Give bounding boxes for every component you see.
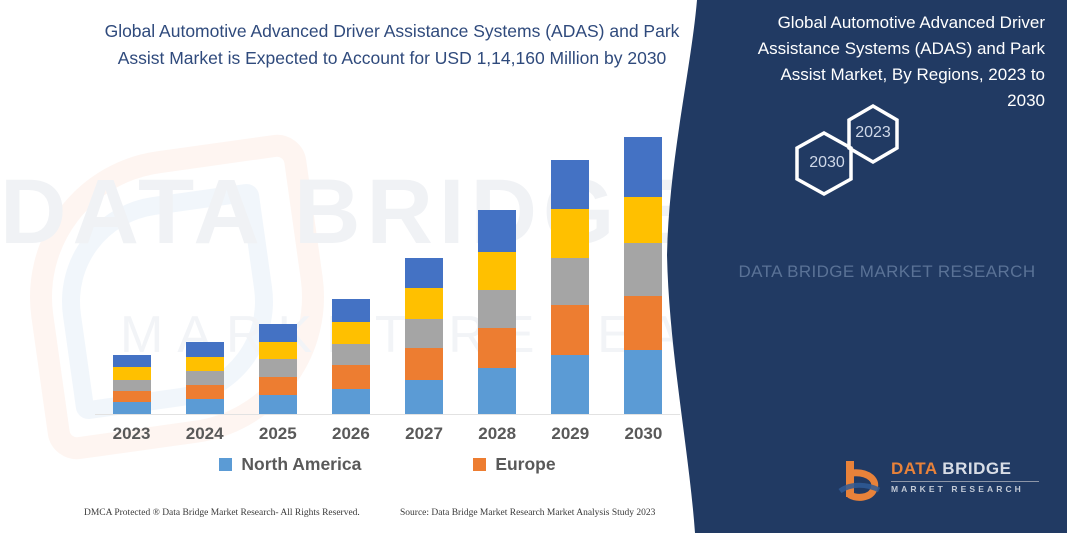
x-axis-labels: 2023 2024 2025 2026 2027 2028 2029 2030 <box>95 424 680 444</box>
bar-segment[interactable] <box>478 368 517 414</box>
bar-segment[interactable] <box>478 327 517 369</box>
bar-segment[interactable] <box>185 398 224 414</box>
chart-plot-area <box>95 120 680 415</box>
legend-item[interactable]: Europe <box>473 454 556 475</box>
legend-swatch <box>219 458 233 471</box>
logo-tagline: MARKET RESEARCH <box>891 484 1024 494</box>
bar-segment[interactable] <box>405 379 444 414</box>
bar-segment[interactable] <box>478 290 517 328</box>
stacked-bar[interactable] <box>185 342 224 414</box>
bar-slot <box>461 120 534 414</box>
bar-segment[interactable] <box>185 357 224 372</box>
hexagon-2030-shape <box>795 130 853 197</box>
stacked-bar[interactable] <box>478 210 517 414</box>
side-panel-title: Global Automotive Advanced Driver Assist… <box>757 13 1045 110</box>
bar-segment[interactable] <box>185 384 224 399</box>
bar-segment[interactable] <box>624 242 663 297</box>
logo-word-data: DATA <box>891 459 938 478</box>
logo-wordmark: DATA BRIDGE MARKET RESEARCH <box>891 459 1039 494</box>
bar-segment[interactable] <box>258 394 297 414</box>
bar-slot <box>607 120 680 414</box>
bar-segment[interactable] <box>258 342 297 360</box>
bar-slot <box>168 120 241 414</box>
bar-segment[interactable] <box>331 299 370 322</box>
bar-segment[interactable] <box>405 257 444 289</box>
brand-watermark-text: DATA BRIDGE MARKET RESEARCH <box>738 262 1036 281</box>
side-panel: Global Automotive Advanced Driver Assist… <box>667 0 1067 533</box>
x-axis-label: 2025 <box>258 424 297 443</box>
bar-segment[interactable] <box>551 355 590 414</box>
x-axis-line <box>95 414 680 415</box>
logo-word-bridge: BRIDGE <box>942 459 1012 478</box>
footer-copyright: DMCA Protected ® Data Bridge Market Rese… <box>84 508 360 518</box>
bar-slot <box>241 120 314 414</box>
chart-title: Global Automotive Advanced Driver Assist… <box>104 21 680 68</box>
legend-swatch <box>473 458 487 471</box>
bar-slot <box>388 120 461 414</box>
bar-segment[interactable] <box>551 159 590 210</box>
stacked-bar[interactable] <box>624 137 663 414</box>
hexagon-label-2023: 2023 <box>855 124 891 141</box>
side-panel-shape <box>667 0 1067 533</box>
hexagon-label-2030: 2030 <box>809 154 845 171</box>
bar-segment[interactable] <box>551 257 590 305</box>
x-axis-label: 2030 <box>624 424 663 443</box>
footer-source: Source: Data Bridge Market Research Mark… <box>400 508 656 518</box>
bar-segment[interactable] <box>112 355 151 368</box>
stacked-bar[interactable] <box>258 323 297 414</box>
x-axis-label: 2024 <box>185 424 224 443</box>
bar-segment[interactable] <box>185 342 224 358</box>
bar-segment[interactable] <box>112 390 151 402</box>
bar-segment[interactable] <box>478 251 517 291</box>
company-logo: DATA BRIDGE MARKET RESEARCH <box>837 455 1067 507</box>
x-axis-label: 2029 <box>551 424 590 443</box>
bar-segment[interactable] <box>405 318 444 349</box>
bar-segment[interactable] <box>624 296 663 351</box>
hexagon-svg <box>795 103 899 197</box>
bar-segment[interactable] <box>258 323 297 343</box>
bar-segment[interactable] <box>331 344 370 366</box>
bar-segment[interactable] <box>185 371 224 385</box>
bar-segment[interactable] <box>258 359 297 377</box>
x-axis-label: 2027 <box>405 424 443 443</box>
logo-mark-icon <box>838 461 881 501</box>
bar-slot <box>95 120 168 414</box>
bar-segment[interactable] <box>112 379 151 391</box>
bar-segment[interactable] <box>624 137 663 198</box>
legend-item[interactable]: North America <box>219 454 361 475</box>
stacked-bar[interactable] <box>112 355 151 414</box>
stacked-bar[interactable] <box>551 159 590 414</box>
x-axis-label: 2028 <box>478 424 517 443</box>
legend-label: North America <box>241 454 362 474</box>
legend-label: Europe <box>495 454 556 474</box>
bar-segment[interactable] <box>331 321 370 345</box>
bar-segment[interactable] <box>112 401 151 414</box>
chart-pane: DATA BRIDGE MARKET RESEARCH Global Autom… <box>0 21 720 518</box>
stacked-bar[interactable] <box>331 299 370 414</box>
chart-legend: North America Europe <box>95 454 680 475</box>
bar-slot <box>314 120 387 414</box>
bar-segment[interactable] <box>551 304 590 356</box>
stacked-bar[interactable] <box>405 257 444 414</box>
hexagon-graphic: 2030 2023 <box>667 100 1067 220</box>
bar-slot <box>534 120 607 414</box>
hexagon-2023-shape <box>847 103 899 165</box>
bar-segment[interactable] <box>405 288 444 319</box>
bar-segment[interactable] <box>478 210 517 252</box>
bar-segment[interactable] <box>405 348 444 380</box>
bar-segment[interactable] <box>331 388 370 414</box>
bar-segment[interactable] <box>331 365 370 389</box>
bar-segment[interactable] <box>624 350 663 414</box>
bar-segment[interactable] <box>551 209 590 258</box>
x-axis-label: 2026 <box>332 424 370 443</box>
bar-segment[interactable] <box>258 376 297 395</box>
bar-group <box>95 120 680 414</box>
bar-segment[interactable] <box>112 367 151 380</box>
bar-segment[interactable] <box>624 197 663 243</box>
x-axis-label: 2023 <box>112 424 151 443</box>
logo-divider <box>891 481 1039 482</box>
